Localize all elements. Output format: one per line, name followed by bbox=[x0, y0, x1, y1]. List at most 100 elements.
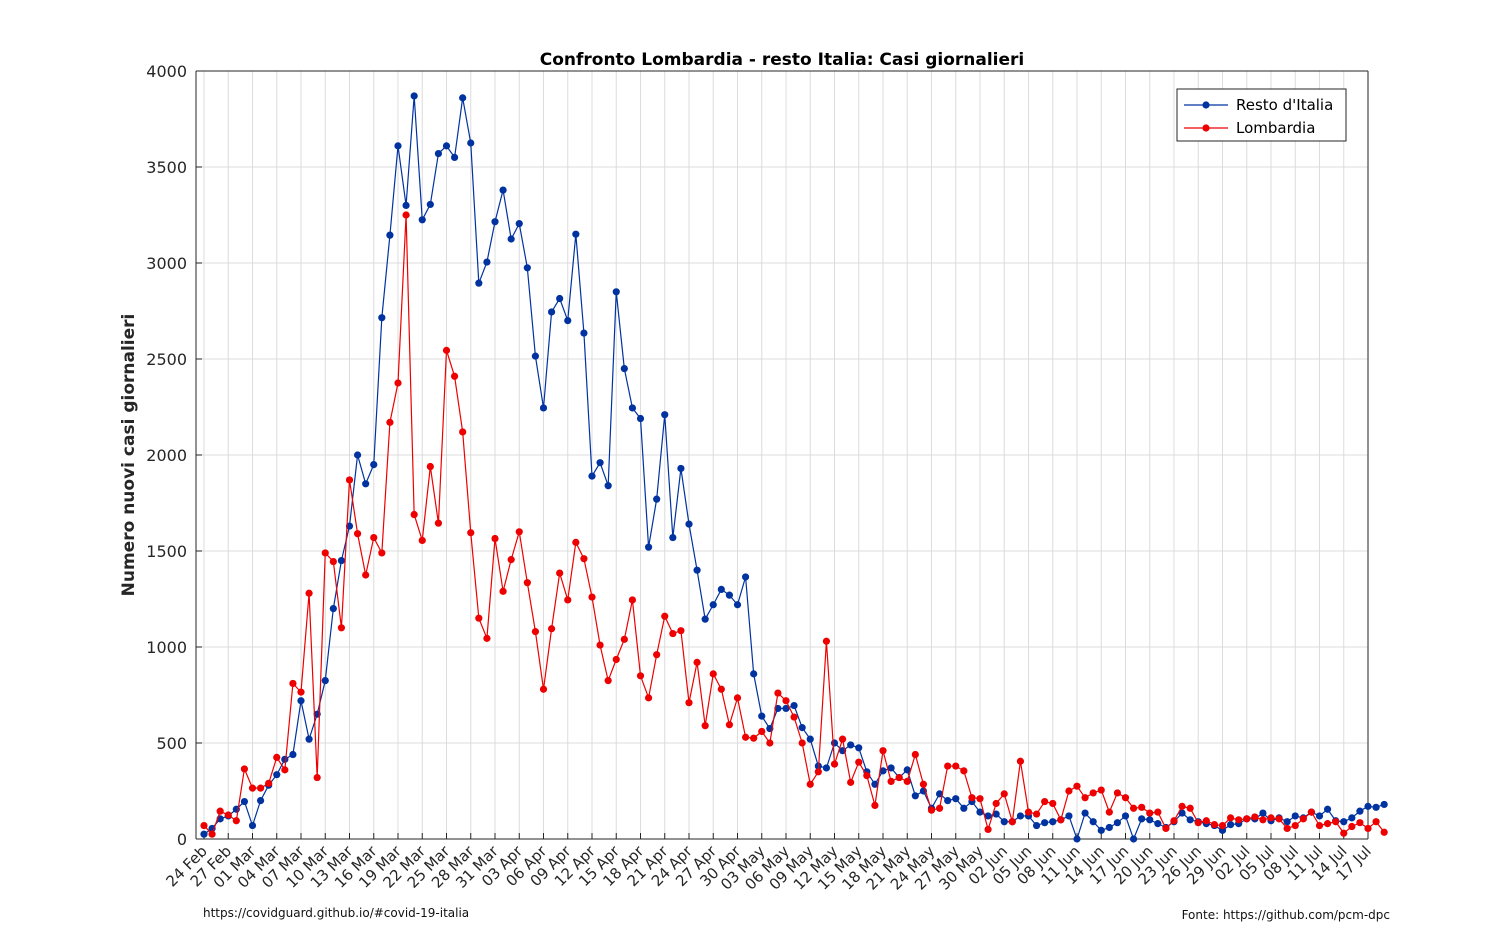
data-point bbox=[935, 804, 944, 812]
data-point bbox=[370, 533, 378, 542]
data-point bbox=[992, 799, 1000, 808]
data-point bbox=[636, 414, 645, 423]
data-point bbox=[693, 658, 701, 666]
data-point bbox=[1259, 809, 1267, 817]
data-point bbox=[1178, 809, 1186, 817]
data-point bbox=[887, 764, 895, 772]
data-point bbox=[1364, 802, 1372, 810]
data-point bbox=[337, 557, 346, 565]
data-point bbox=[273, 753, 281, 762]
y-tick-label: 3500 bbox=[146, 158, 187, 177]
data-point bbox=[620, 635, 628, 643]
data-point bbox=[968, 794, 976, 802]
data-point bbox=[1065, 787, 1073, 795]
data-point bbox=[1226, 814, 1235, 822]
data-point bbox=[669, 629, 677, 638]
legend-marker bbox=[1202, 101, 1210, 109]
data-point bbox=[450, 153, 459, 161]
data-point bbox=[1372, 818, 1380, 826]
data-point bbox=[475, 614, 483, 622]
data-point bbox=[1089, 789, 1097, 797]
data-point bbox=[847, 741, 855, 749]
data-point bbox=[281, 766, 289, 774]
data-point bbox=[1380, 828, 1388, 836]
data-point bbox=[378, 314, 386, 322]
data-point bbox=[1032, 821, 1041, 830]
data-point bbox=[1081, 809, 1089, 817]
data-point bbox=[572, 230, 580, 238]
data-point bbox=[1121, 794, 1130, 802]
data-point bbox=[903, 766, 911, 774]
data-point bbox=[523, 579, 531, 587]
data-point bbox=[1089, 818, 1097, 826]
data-point bbox=[1356, 819, 1364, 827]
data-point bbox=[798, 739, 806, 747]
data-point bbox=[1364, 824, 1372, 833]
data-point bbox=[596, 459, 604, 467]
data-point bbox=[1121, 812, 1130, 820]
data-point bbox=[855, 744, 863, 752]
data-point bbox=[321, 677, 329, 685]
data-point bbox=[669, 533, 677, 542]
data-point bbox=[515, 528, 523, 536]
data-point bbox=[750, 734, 758, 742]
data-point bbox=[370, 461, 378, 469]
data-point bbox=[297, 697, 305, 705]
series-layer bbox=[200, 92, 1388, 843]
data-point bbox=[1340, 829, 1348, 837]
data-point bbox=[701, 722, 709, 730]
data-point bbox=[224, 811, 232, 819]
data-point bbox=[790, 713, 798, 721]
legend-label: Lombardia bbox=[1236, 119, 1315, 137]
data-point bbox=[1081, 794, 1089, 802]
data-point bbox=[677, 627, 685, 635]
data-point bbox=[410, 510, 418, 519]
data-point bbox=[806, 735, 814, 743]
data-point bbox=[256, 784, 265, 792]
data-point bbox=[604, 482, 612, 490]
data-point bbox=[952, 795, 960, 803]
data-point bbox=[1041, 797, 1049, 806]
data-point bbox=[240, 765, 249, 773]
data-point bbox=[685, 699, 693, 707]
data-point bbox=[588, 593, 596, 601]
data-point bbox=[1210, 821, 1219, 829]
data-point bbox=[1162, 824, 1170, 833]
data-point bbox=[297, 688, 305, 696]
data-point bbox=[588, 472, 596, 480]
data-point bbox=[1186, 804, 1194, 812]
y-tick-label: 500 bbox=[156, 734, 187, 753]
data-point bbox=[814, 768, 822, 776]
data-point bbox=[1146, 816, 1154, 824]
data-point bbox=[564, 596, 572, 604]
data-point bbox=[911, 792, 919, 800]
y-tick-label: 2000 bbox=[146, 446, 187, 465]
data-point bbox=[701, 615, 709, 623]
data-point bbox=[1299, 815, 1307, 823]
data-point bbox=[1267, 814, 1275, 822]
data-point bbox=[305, 735, 313, 743]
data-point bbox=[976, 808, 984, 816]
data-point bbox=[919, 780, 928, 788]
series-line-lombardia bbox=[203, 214, 1385, 836]
legend-marker bbox=[1202, 124, 1210, 132]
chart-title: Confronto Lombardia - resto Italia: Casi… bbox=[540, 50, 1025, 70]
data-point bbox=[418, 216, 426, 224]
data-point bbox=[467, 139, 475, 147]
y-tick-label: 1000 bbox=[146, 638, 187, 657]
y-tick-label: 0 bbox=[177, 830, 187, 849]
data-point bbox=[1016, 757, 1025, 765]
data-point bbox=[329, 605, 337, 613]
data-point bbox=[313, 773, 321, 782]
data-point bbox=[248, 821, 257, 830]
data-point bbox=[1049, 799, 1057, 808]
data-point bbox=[628, 596, 637, 604]
data-point bbox=[442, 142, 451, 150]
data-point bbox=[782, 697, 790, 705]
data-point bbox=[1226, 821, 1235, 829]
data-point bbox=[499, 186, 507, 194]
data-point bbox=[337, 624, 346, 632]
data-point bbox=[1202, 817, 1210, 825]
data-point bbox=[483, 634, 491, 642]
data-point bbox=[1315, 821, 1324, 830]
